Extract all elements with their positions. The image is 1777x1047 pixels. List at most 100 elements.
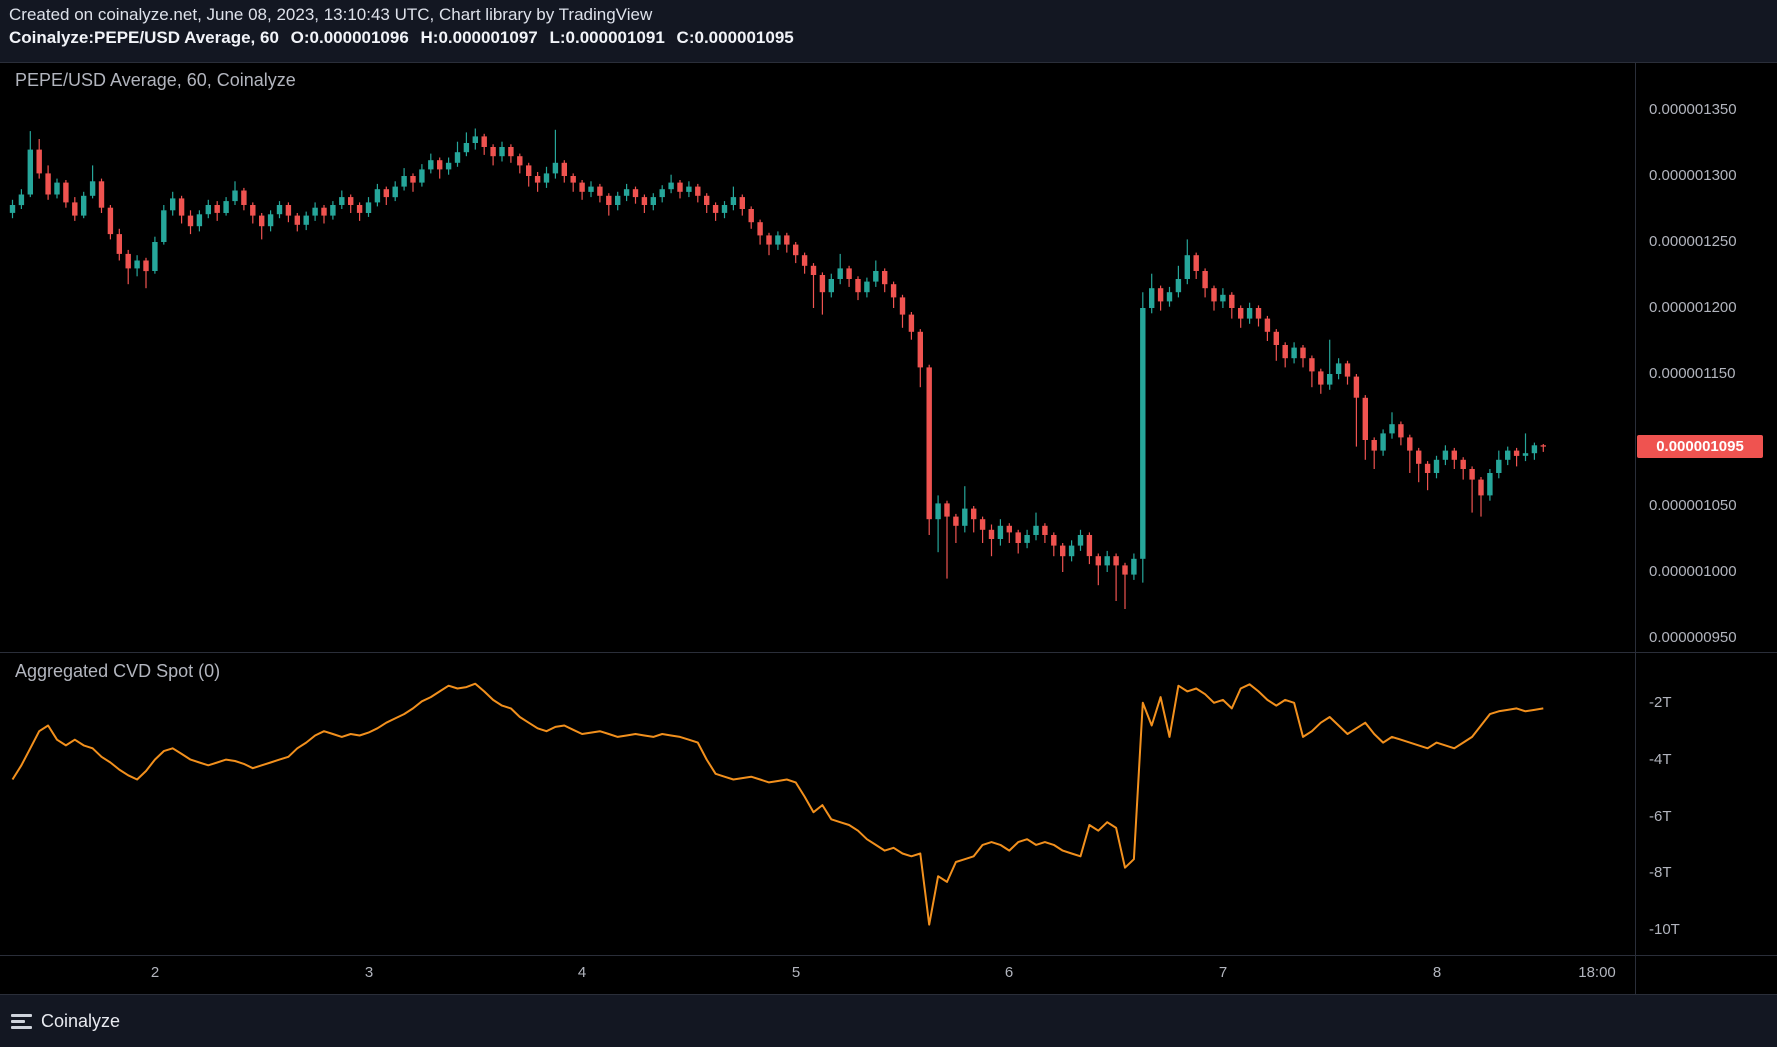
candle: [27, 131, 33, 198]
candle: [250, 202, 256, 224]
candle: [1255, 305, 1262, 327]
candle: [1042, 523, 1048, 543]
candle: [419, 164, 425, 187]
candle: [1211, 285, 1217, 311]
candle: [864, 277, 870, 298]
price-axis-label: 0.000001250: [1649, 233, 1737, 250]
candle: [606, 193, 612, 216]
ohlc-low: L:0.000001091: [549, 28, 665, 47]
candle: [526, 162, 532, 187]
candle: [1220, 288, 1226, 308]
candle: [677, 180, 683, 199]
candle: [721, 201, 728, 219]
candle: [517, 153, 523, 174]
candle: [1140, 292, 1146, 583]
candle: [107, 205, 114, 240]
candle: [383, 186, 389, 205]
candle: [730, 186, 737, 211]
candle: [1309, 355, 1315, 388]
candle: [241, 187, 247, 211]
candle: [1051, 532, 1057, 557]
candle: [712, 202, 719, 221]
candle: [597, 183, 603, 203]
candle: [908, 312, 915, 340]
menu-icon[interactable]: [11, 1013, 32, 1029]
candle: [855, 276, 861, 301]
candle: [1122, 562, 1128, 609]
candle: [828, 273, 834, 298]
candle: [178, 195, 185, 224]
candle: [793, 242, 799, 264]
candle: [374, 183, 381, 207]
candle: [962, 486, 968, 533]
candle: [89, 165, 96, 199]
candle: [846, 265, 852, 287]
price-chart-surface[interactable]: [0, 62, 1636, 652]
candle: [1487, 469, 1493, 501]
time-scale-axis[interactable]: 2 3 4 5 6 7 8 18:00: [0, 955, 1636, 994]
candle: [810, 263, 817, 308]
cvd-chart-surface[interactable]: [0, 652, 1636, 955]
candle: [1424, 461, 1431, 491]
candle: [72, 197, 78, 221]
candle: [1060, 543, 1066, 572]
candle: [410, 173, 416, 192]
ohlc-close: C:0.000001095: [676, 28, 794, 47]
candle: [259, 213, 265, 240]
candle: [1193, 252, 1199, 279]
candle: [125, 249, 131, 285]
candle: [45, 165, 51, 200]
candle: [1184, 239, 1190, 285]
cvd-panel-legend[interactable]: Aggregated CVD Spot (0): [15, 661, 221, 681]
candle: [757, 219, 763, 245]
candle: [882, 268, 888, 293]
candle: [463, 132, 470, 157]
candle: [1531, 442, 1538, 460]
candle: [1318, 368, 1324, 394]
candle: [988, 524, 995, 557]
candle: [686, 181, 692, 198]
candle: [116, 228, 122, 261]
axis-column-divider: [1635, 62, 1636, 994]
candle: [454, 141, 461, 167]
candle: [1469, 466, 1475, 513]
candle: [650, 193, 656, 211]
candle: [1291, 342, 1297, 364]
candle: [36, 139, 42, 179]
candle: [1398, 421, 1404, 446]
candle: [534, 172, 541, 192]
candle: [1389, 412, 1395, 439]
time-axis-label: 6: [1004, 964, 1014, 981]
price-scale-axis[interactable]: 0.000001350 0.000001300 0.000001250 0.00000…: [1636, 62, 1777, 994]
candle: [695, 183, 701, 203]
footer-divider: [0, 994, 1777, 995]
candle: [739, 194, 745, 216]
candle: [1086, 532, 1093, 565]
candle: [615, 191, 621, 211]
candle: [1246, 302, 1253, 324]
candle: [997, 519, 1004, 546]
candle: [1380, 429, 1386, 456]
candle: [472, 128, 478, 150]
candle: [1300, 345, 1306, 368]
price-axis-label: 0.000001200: [1649, 299, 1737, 316]
candle: [543, 166, 550, 188]
candle: [1513, 447, 1520, 467]
candle: [1229, 292, 1235, 319]
candle: [392, 181, 398, 202]
candle: [784, 232, 790, 253]
candle: [704, 193, 710, 213]
candle: [1478, 477, 1484, 517]
candle: [1104, 550, 1110, 572]
candle: [899, 294, 906, 328]
candle: [953, 513, 959, 543]
candle: [196, 210, 203, 232]
candle: [356, 202, 363, 221]
candle: [748, 206, 754, 229]
candle: [766, 232, 772, 256]
price-panel-legend[interactable]: PEPE/USD Average, 60, Coinalyze: [15, 70, 296, 90]
cvd-axis-label: -8T: [1649, 864, 1672, 881]
candle: [561, 160, 567, 183]
candle: [1433, 455, 1440, 479]
